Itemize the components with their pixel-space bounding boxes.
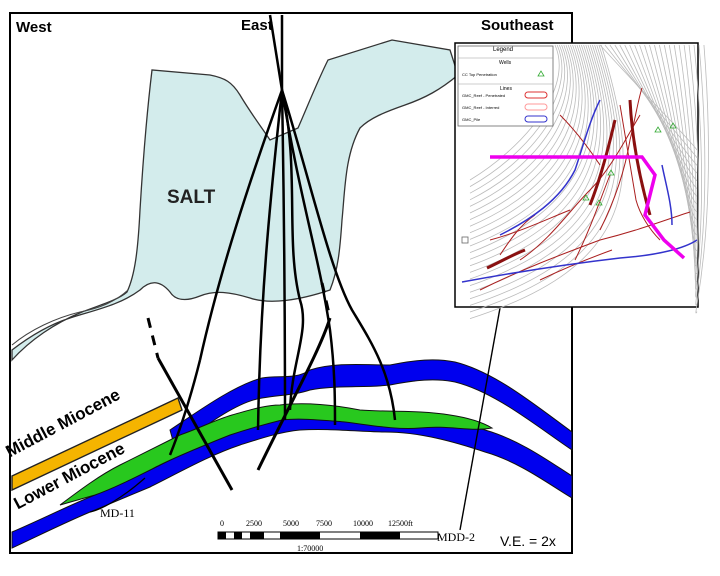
contour-line: [469, 44, 700, 300]
inset-legend-title: Legend: [493, 47, 514, 53]
middle-miocene-layer: [11, 397, 183, 492]
inset-blue-line: [499, 99, 601, 236]
inset-legend-line-item: GMC_Reef - Interred: [462, 105, 500, 110]
scale-tick-label: 2500: [246, 519, 262, 528]
inset-faults: [479, 87, 691, 291]
scale-ratio: 1:70000: [297, 544, 324, 553]
inset-section-line: [490, 155, 686, 260]
inset-map: [454, 42, 709, 319]
scale-tick-label: 12500ft: [388, 519, 413, 528]
scale-tick-label: 5000: [283, 519, 299, 528]
inset-legend-line-item: GMC_Pile: [462, 117, 481, 122]
salt-margin-dashed-left: [146, 317, 160, 359]
contour-line: [469, 44, 702, 306]
salt-body: [11, 39, 459, 362]
southeast-label: Southeast: [481, 17, 554, 34]
well-label-md11: MD-11: [100, 506, 135, 520]
fault-line: [156, 357, 234, 491]
scale-tick-label: 7500: [316, 519, 332, 528]
upper-blue-layer: [169, 359, 573, 451]
inset-legend-box: [457, 45, 554, 127]
well-paths: [168, 14, 397, 456]
vertical-exaggeration: V.E. = 2x: [500, 533, 556, 549]
inset-legend-line-item: GMC_Reef - Penetrated: [462, 93, 506, 98]
mdd2-pointer: [459, 307, 501, 531]
md11-pointer: [89, 477, 146, 513]
well-label-mdd2: MDD-2: [437, 530, 475, 544]
east-label: East: [241, 17, 273, 34]
lower-miocene-layer: [59, 403, 494, 506]
scale-bar: [217, 531, 439, 540]
salt-label: SALT: [167, 187, 216, 208]
scale-tick-label: 10000: [353, 519, 373, 528]
fault-line: [256, 317, 332, 471]
inset-blue-line: [661, 164, 673, 226]
inset-legend-wells-item: CC Top Penetration: [462, 72, 497, 77]
inset-legend-wells-heading: Wells: [499, 60, 512, 66]
salt-base-line: [11, 289, 129, 346]
west-label: West: [16, 19, 52, 36]
contour-line: [469, 44, 709, 319]
inset-blue-line: [461, 239, 698, 283]
inset-wells: [582, 122, 677, 206]
inset-legend-lines-heading: Lines: [500, 86, 512, 92]
scale-tick-label: 0: [220, 519, 224, 528]
